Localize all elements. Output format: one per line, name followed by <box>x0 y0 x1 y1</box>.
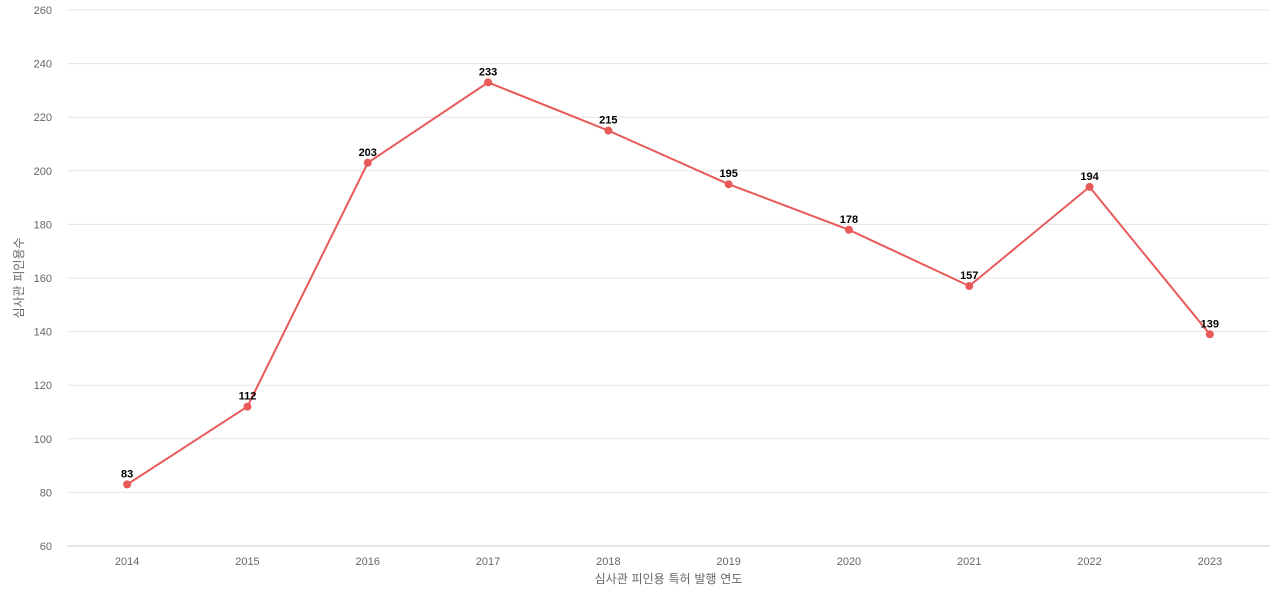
data-point <box>363 158 372 167</box>
data-label: 194 <box>1080 171 1099 183</box>
data-label: 195 <box>719 168 737 180</box>
x-tick-label: 2017 <box>476 556 500 568</box>
x-tick-label: 2016 <box>356 556 380 568</box>
y-tick-label: 260 <box>34 5 52 17</box>
data-point <box>724 180 733 189</box>
y-tick-label: 140 <box>34 327 52 339</box>
y-tick-label: 60 <box>40 541 52 553</box>
data-point <box>484 78 493 87</box>
y-tick-label: 80 <box>40 487 52 499</box>
y-tick-label: 200 <box>34 166 52 178</box>
y-tick-label: 240 <box>34 59 52 71</box>
data-label: 215 <box>599 115 617 127</box>
data-point <box>965 282 974 291</box>
data-label: 178 <box>840 214 858 226</box>
x-tick-label: 2020 <box>837 556 861 568</box>
x-tick-label: 2018 <box>596 556 620 568</box>
y-tick-label: 160 <box>34 273 52 285</box>
data-point <box>243 402 252 411</box>
y-axis-title: 심사관 피인용수 <box>12 237 26 318</box>
x-tick-label: 2019 <box>716 556 740 568</box>
y-tick-label: 220 <box>34 112 52 124</box>
data-labels: 83 112 203 233 215 195 178 157 194 139 <box>121 66 1219 480</box>
x-axis-ticks: 2014 2015 2016 2017 2018 2019 2020 2021 2022 2023 <box>115 556 1222 568</box>
y-tick-label: 100 <box>34 434 52 446</box>
data-label: 112 <box>239 391 257 403</box>
x-tick-label: 2014 <box>115 556 139 568</box>
x-tick-label: 2021 <box>957 556 981 568</box>
gridlines <box>67 9 1270 493</box>
data-label: 83 <box>121 468 133 480</box>
data-label: 139 <box>1201 318 1219 330</box>
data-label: 157 <box>960 270 978 282</box>
data-point <box>844 225 853 234</box>
data-point <box>123 480 132 489</box>
series-line <box>126 81 1211 486</box>
data-label: 203 <box>359 147 377 159</box>
y-tick-label: 180 <box>34 219 52 231</box>
data-points <box>123 78 1214 489</box>
x-axis-title: 심사관 피인용 특허 발행 연도 <box>595 571 743 586</box>
x-tick-label: 2023 <box>1198 556 1222 568</box>
data-point <box>604 126 613 135</box>
data-point <box>1205 330 1214 339</box>
data-point <box>1085 182 1094 191</box>
data-label: 233 <box>479 66 497 78</box>
x-tick-label: 2015 <box>235 556 259 568</box>
y-tick-label: 120 <box>34 380 52 392</box>
y-axis-ticks: 60 80 100 120 140 160 180 200 220 240 260 <box>34 5 52 553</box>
x-tick-label: 2022 <box>1077 556 1101 568</box>
